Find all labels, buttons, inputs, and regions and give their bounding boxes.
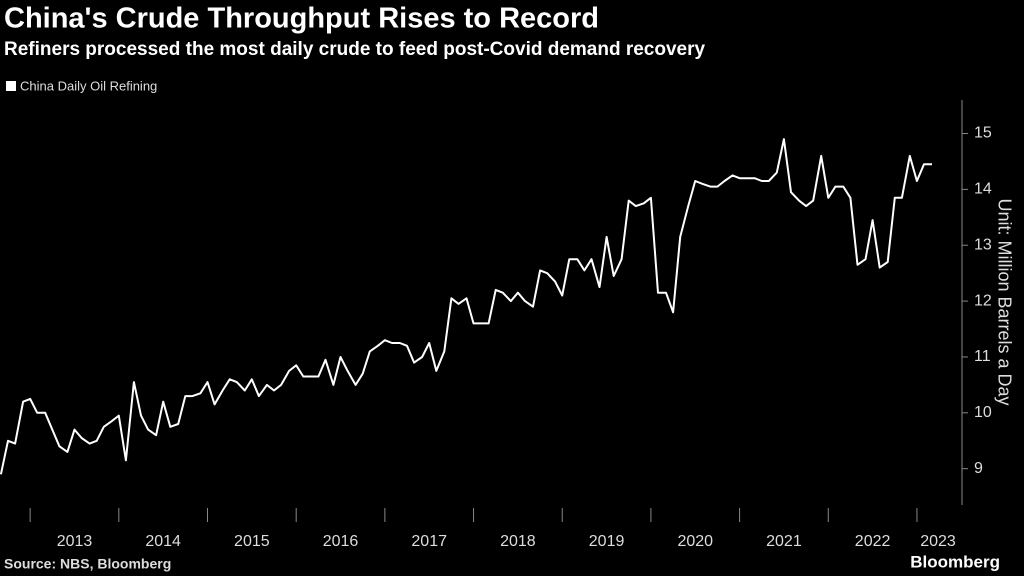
- x-tick-label: 2017: [411, 533, 447, 550]
- chart-subtitle: Refiners processed the most daily crude …: [4, 39, 706, 60]
- y-tick-label: 14: [974, 181, 992, 198]
- x-tick-label: 2023: [920, 533, 956, 550]
- x-tick-label: 2013: [57, 533, 93, 550]
- legend-label: China Daily Oil Refining: [20, 78, 157, 93]
- y-tick-label: 10: [974, 404, 992, 421]
- y-tick-label: 12: [974, 292, 992, 309]
- x-tick-label: 2020: [677, 533, 713, 550]
- x-tick-label: 2022: [855, 533, 891, 550]
- x-tick-label: 2015: [234, 533, 270, 550]
- legend-swatch: [6, 81, 16, 91]
- y-tick-label: 15: [974, 125, 992, 142]
- chart-title: China's Crude Throughput Rises to Record: [4, 3, 599, 35]
- y-tick-label: 13: [974, 236, 992, 253]
- x-tick-label: 2014: [145, 533, 181, 550]
- source: Source: NBS, Bloomberg: [4, 556, 171, 572]
- x-tick-label: 2016: [323, 533, 359, 550]
- x-tick-label: 2018: [500, 533, 536, 550]
- data-line: [0, 138, 932, 475]
- y-tick-label: 11: [974, 348, 991, 365]
- y-tick-label: 9: [974, 460, 983, 477]
- y-axis-label: Unit: Million Barrels a Day: [994, 198, 1014, 405]
- x-tick-label: 2021: [766, 533, 802, 550]
- brand: Bloomberg: [910, 552, 1000, 571]
- x-tick-label: 2019: [589, 533, 625, 550]
